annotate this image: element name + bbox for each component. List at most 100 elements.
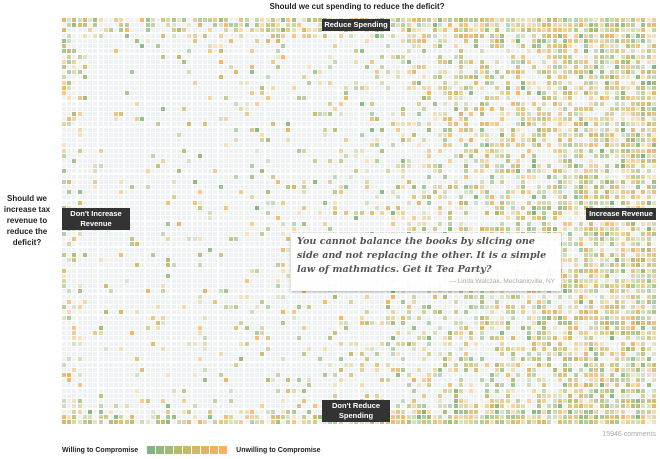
comment-cell[interactable]: [480, 34, 484, 38]
comment-cell[interactable]: [323, 49, 327, 53]
comment-cell[interactable]: [78, 86, 82, 90]
comment-cell[interactable]: [407, 34, 411, 38]
comment-cell[interactable]: [130, 34, 134, 38]
comment-cell[interactable]: [281, 86, 285, 90]
comment-cell[interactable]: [93, 75, 97, 79]
comment-cell[interactable]: [229, 86, 233, 90]
comment-cell[interactable]: [130, 96, 134, 100]
comment-cell[interactable]: [198, 39, 202, 43]
comment-cell[interactable]: [532, 91, 536, 95]
comment-cell[interactable]: [224, 55, 228, 59]
comment-cell[interactable]: [427, 81, 431, 85]
comment-cell[interactable]: [135, 34, 139, 38]
comment-cell[interactable]: [213, 91, 217, 95]
comment-cell[interactable]: [99, 65, 103, 69]
comment-cell[interactable]: [652, 75, 656, 79]
comment-cell[interactable]: [448, 75, 452, 79]
comment-cell[interactable]: [255, 86, 259, 90]
comment-cell[interactable]: [250, 86, 254, 90]
comment-cell[interactable]: [443, 49, 447, 53]
comment-cell[interactable]: [62, 60, 66, 64]
comment-cell[interactable]: [250, 65, 254, 69]
comment-cell[interactable]: [177, 86, 181, 90]
comment-cell[interactable]: [589, 60, 593, 64]
comment-cell[interactable]: [631, 86, 635, 90]
comment-cell[interactable]: [125, 49, 129, 53]
comment-cell[interactable]: [93, 18, 97, 22]
comment-cell[interactable]: [260, 23, 264, 27]
comment-cell[interactable]: [380, 44, 384, 48]
comment-cell[interactable]: [323, 70, 327, 74]
comment-cell[interactable]: [318, 34, 322, 38]
comment-cell[interactable]: [500, 18, 504, 22]
comment-cell[interactable]: [114, 34, 118, 38]
comment-cell[interactable]: [313, 70, 317, 74]
comment-cell[interactable]: [584, 55, 588, 59]
comment-cell[interactable]: [187, 96, 191, 100]
comment-cell[interactable]: [391, 86, 395, 90]
comment-cell[interactable]: [104, 75, 108, 79]
comment-cell[interactable]: [151, 70, 155, 74]
comment-cell[interactable]: [464, 39, 468, 43]
comment-cell[interactable]: [208, 70, 212, 74]
comment-cell[interactable]: [443, 28, 447, 32]
comment-cell[interactable]: [641, 65, 645, 69]
comment-cell[interactable]: [652, 23, 656, 27]
comment-cell[interactable]: [177, 96, 181, 100]
comment-cell[interactable]: [454, 75, 458, 79]
comment-cell[interactable]: [292, 39, 296, 43]
comment-cell[interactable]: [119, 55, 123, 59]
comment-cell[interactable]: [365, 70, 369, 74]
comment-cell[interactable]: [360, 86, 364, 90]
comment-cell[interactable]: [250, 70, 254, 74]
comment-cell[interactable]: [193, 55, 197, 59]
comment-cell[interactable]: [438, 55, 442, 59]
comment-cell[interactable]: [333, 39, 337, 43]
comment-cell[interactable]: [610, 18, 614, 22]
comment-cell[interactable]: [495, 39, 499, 43]
comment-cell[interactable]: [213, 81, 217, 85]
comment-cell[interactable]: [412, 18, 416, 22]
comment-cell[interactable]: [219, 91, 223, 95]
comment-cell[interactable]: [83, 96, 87, 100]
comment-cell[interactable]: [396, 81, 400, 85]
comment-cell[interactable]: [104, 44, 108, 48]
comment-cell[interactable]: [386, 55, 390, 59]
comment-cell[interactable]: [626, 28, 630, 32]
comment-cell[interactable]: [615, 70, 619, 74]
comment-cell[interactable]: [464, 28, 468, 32]
comment-cell[interactable]: [135, 81, 139, 85]
comment-cell[interactable]: [271, 81, 275, 85]
comment-cell[interactable]: [621, 18, 625, 22]
comment-cell[interactable]: [208, 23, 212, 27]
comment-cell[interactable]: [589, 34, 593, 38]
comment-cell[interactable]: [589, 86, 593, 90]
comment-cell[interactable]: [417, 75, 421, 79]
comment-cell[interactable]: [396, 70, 400, 74]
comment-cell[interactable]: [83, 44, 87, 48]
comment-cell[interactable]: [427, 18, 431, 22]
comment-cell[interactable]: [146, 18, 150, 22]
comment-cell[interactable]: [130, 23, 134, 27]
comment-cell[interactable]: [72, 96, 76, 100]
comment-cell[interactable]: [454, 44, 458, 48]
comment-cell[interactable]: [307, 34, 311, 38]
comment-cell[interactable]: [156, 23, 160, 27]
comment-cell[interactable]: [302, 75, 306, 79]
comment-cell[interactable]: [636, 60, 640, 64]
comment-cell[interactable]: [553, 49, 557, 53]
comment-cell[interactable]: [219, 49, 223, 53]
comment-cell[interactable]: [271, 86, 275, 90]
comment-cell[interactable]: [177, 75, 181, 79]
comment-cell[interactable]: [448, 60, 452, 64]
comment-cell[interactable]: [521, 91, 525, 95]
comment-cell[interactable]: [203, 96, 207, 100]
comment-cell[interactable]: [307, 75, 311, 79]
comment-cell[interactable]: [104, 65, 108, 69]
comment-cell[interactable]: [527, 55, 531, 59]
comment-cell[interactable]: [260, 28, 264, 32]
comment-cell[interactable]: [647, 44, 651, 48]
comment-cell[interactable]: [516, 65, 520, 69]
comment-cell[interactable]: [224, 18, 228, 22]
comment-cell[interactable]: [99, 70, 103, 74]
